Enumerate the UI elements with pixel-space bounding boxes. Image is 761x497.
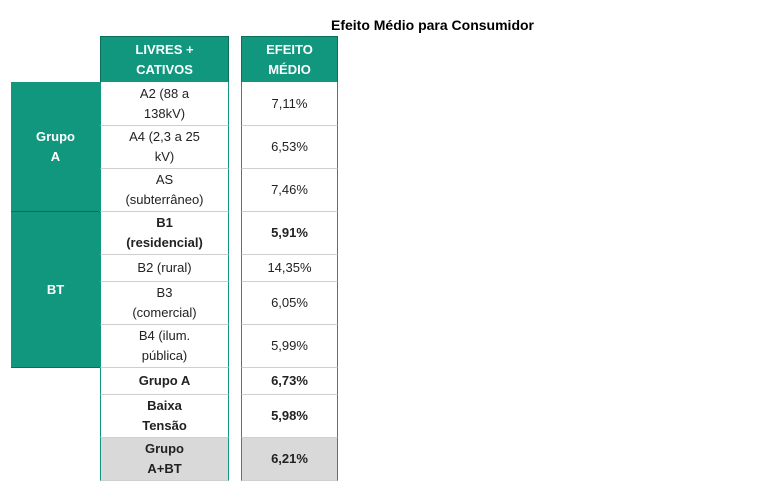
total-label-text: Grupo A <box>138 373 191 388</box>
header-cell-text: EFEITO MÉDIO <box>266 41 313 77</box>
total-value-text: 6,73% <box>271 373 308 388</box>
row-value: 6,53% <box>241 126 338 169</box>
total-label-text: Baixa Tensão <box>142 398 187 433</box>
row-value: 7,11% <box>241 82 338 126</box>
row-value-text: 5,99% <box>271 338 308 353</box>
total-value: 6,21% <box>241 438 338 481</box>
row-value: 7,46% <box>241 169 338 212</box>
row-label-text: A2 (88 a 138kV) <box>139 85 190 121</box>
group-label: Grupo A <box>11 82 100 212</box>
total-label-text: Grupo A+BT <box>145 441 184 476</box>
row-label: B2 (rural) <box>100 255 229 282</box>
row-value-text: 7,46% <box>271 182 308 197</box>
group-label-text: BT <box>46 281 65 297</box>
row-label: B3 (comercial) <box>100 282 229 325</box>
total-value-text: 6,21% <box>271 451 308 466</box>
header-cell-text: LIVRES + CATIVOS <box>135 41 194 77</box>
row-value: 5,91% <box>241 212 338 255</box>
row-value: 5,99% <box>241 325 338 368</box>
row-value-text: 6,53% <box>271 139 308 154</box>
header-cell: LIVRES + CATIVOS <box>100 36 229 82</box>
row-value-text: 5,91% <box>271 225 308 240</box>
row-label-text: B2 (rural) <box>137 260 192 275</box>
row-label-text: B3 (comercial) <box>132 285 197 320</box>
row-label-text: AS (subterrâneo) <box>125 172 204 207</box>
row-label: B1 (residencial) <box>100 212 229 255</box>
row-value: 14,35% <box>241 255 338 282</box>
row-label-text: B4 (ilum. pública) <box>138 328 191 363</box>
row-label: A4 (2,3 a 25 kV) <box>100 126 229 169</box>
group-label-text: Grupo A <box>36 128 75 164</box>
row-value-text: 14,35% <box>267 260 312 275</box>
total-value-text: 5,98% <box>271 408 308 423</box>
title: Efeito Médio para Consumidor <box>330 17 534 33</box>
row-label: AS (subterrâneo) <box>100 169 229 212</box>
group-label: BT <box>11 212 100 368</box>
total-label: Grupo A+BT <box>100 438 229 481</box>
row-value-text: 7,11% <box>271 95 308 111</box>
row-label: A2 (88 a 138kV) <box>100 82 229 126</box>
row-label-text: B1 (residencial) <box>126 215 203 250</box>
header-cell: EFEITO MÉDIO <box>241 36 338 82</box>
total-label: Baixa Tensão <box>100 395 229 438</box>
total-value: 5,98% <box>241 395 338 438</box>
total-label: Grupo A <box>100 368 229 395</box>
row-value-text: 6,05% <box>271 295 308 310</box>
total-value: 6,73% <box>241 368 338 395</box>
row-label: B4 (ilum. pública) <box>100 325 229 368</box>
row-label-text: A4 (2,3 a 25 kV) <box>129 129 200 164</box>
row-value: 6,05% <box>241 282 338 325</box>
